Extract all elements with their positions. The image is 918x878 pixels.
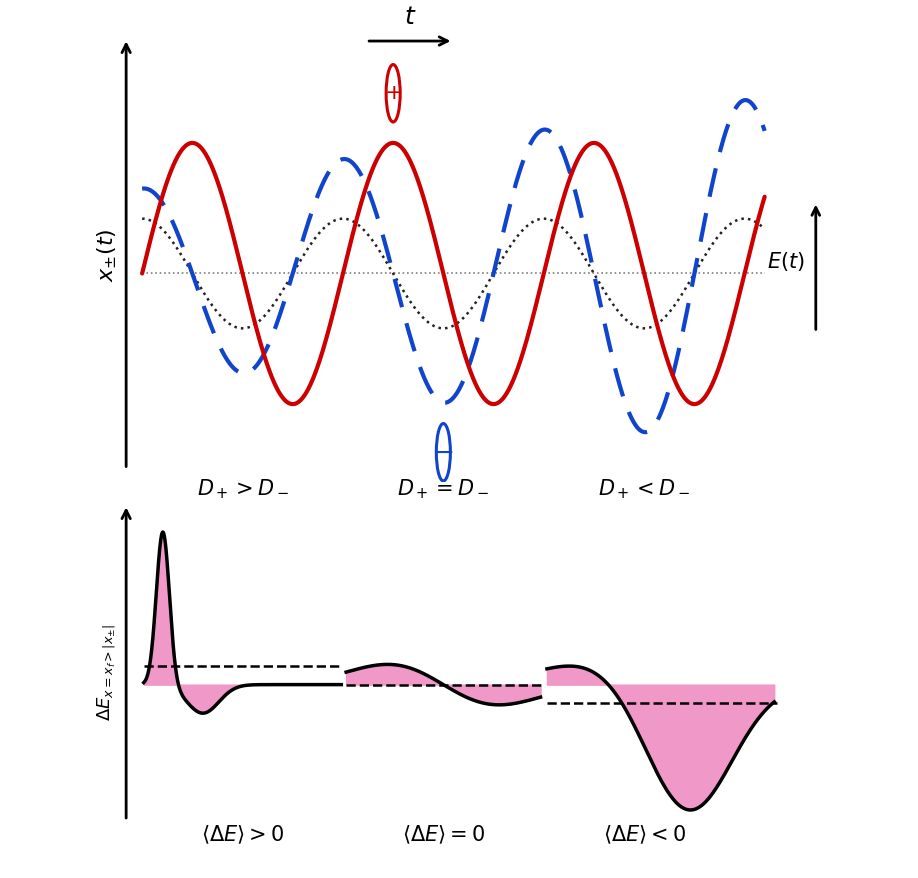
Text: $\Delta E_{x=x_f>|x_{\pm}|}$: $\Delta E_{x=x_f>|x_{\pm}|}$ xyxy=(95,623,118,720)
Text: $+$: $+$ xyxy=(384,82,402,104)
Text: $D_+<D_-$: $D_+<D_-$ xyxy=(599,477,690,500)
Text: $D_+=D_-$: $D_+=D_-$ xyxy=(397,477,489,500)
Text: $E(t)$: $E(t)$ xyxy=(767,249,804,273)
Text: $t$: $t$ xyxy=(404,6,416,29)
Text: $D_+>D_-$: $D_+>D_-$ xyxy=(196,477,288,500)
Text: $\langle\Delta E\rangle>0$: $\langle\Delta E\rangle>0$ xyxy=(201,824,285,846)
Text: $-$: $-$ xyxy=(433,439,453,464)
Text: $\langle\Delta E\rangle<0$: $\langle\Delta E\rangle<0$ xyxy=(602,824,686,846)
Text: $\langle\Delta E\rangle=0$: $\langle\Delta E\rangle=0$ xyxy=(402,824,485,846)
Text: $x_{\pm}(t)$: $x_{\pm}(t)$ xyxy=(95,228,118,281)
